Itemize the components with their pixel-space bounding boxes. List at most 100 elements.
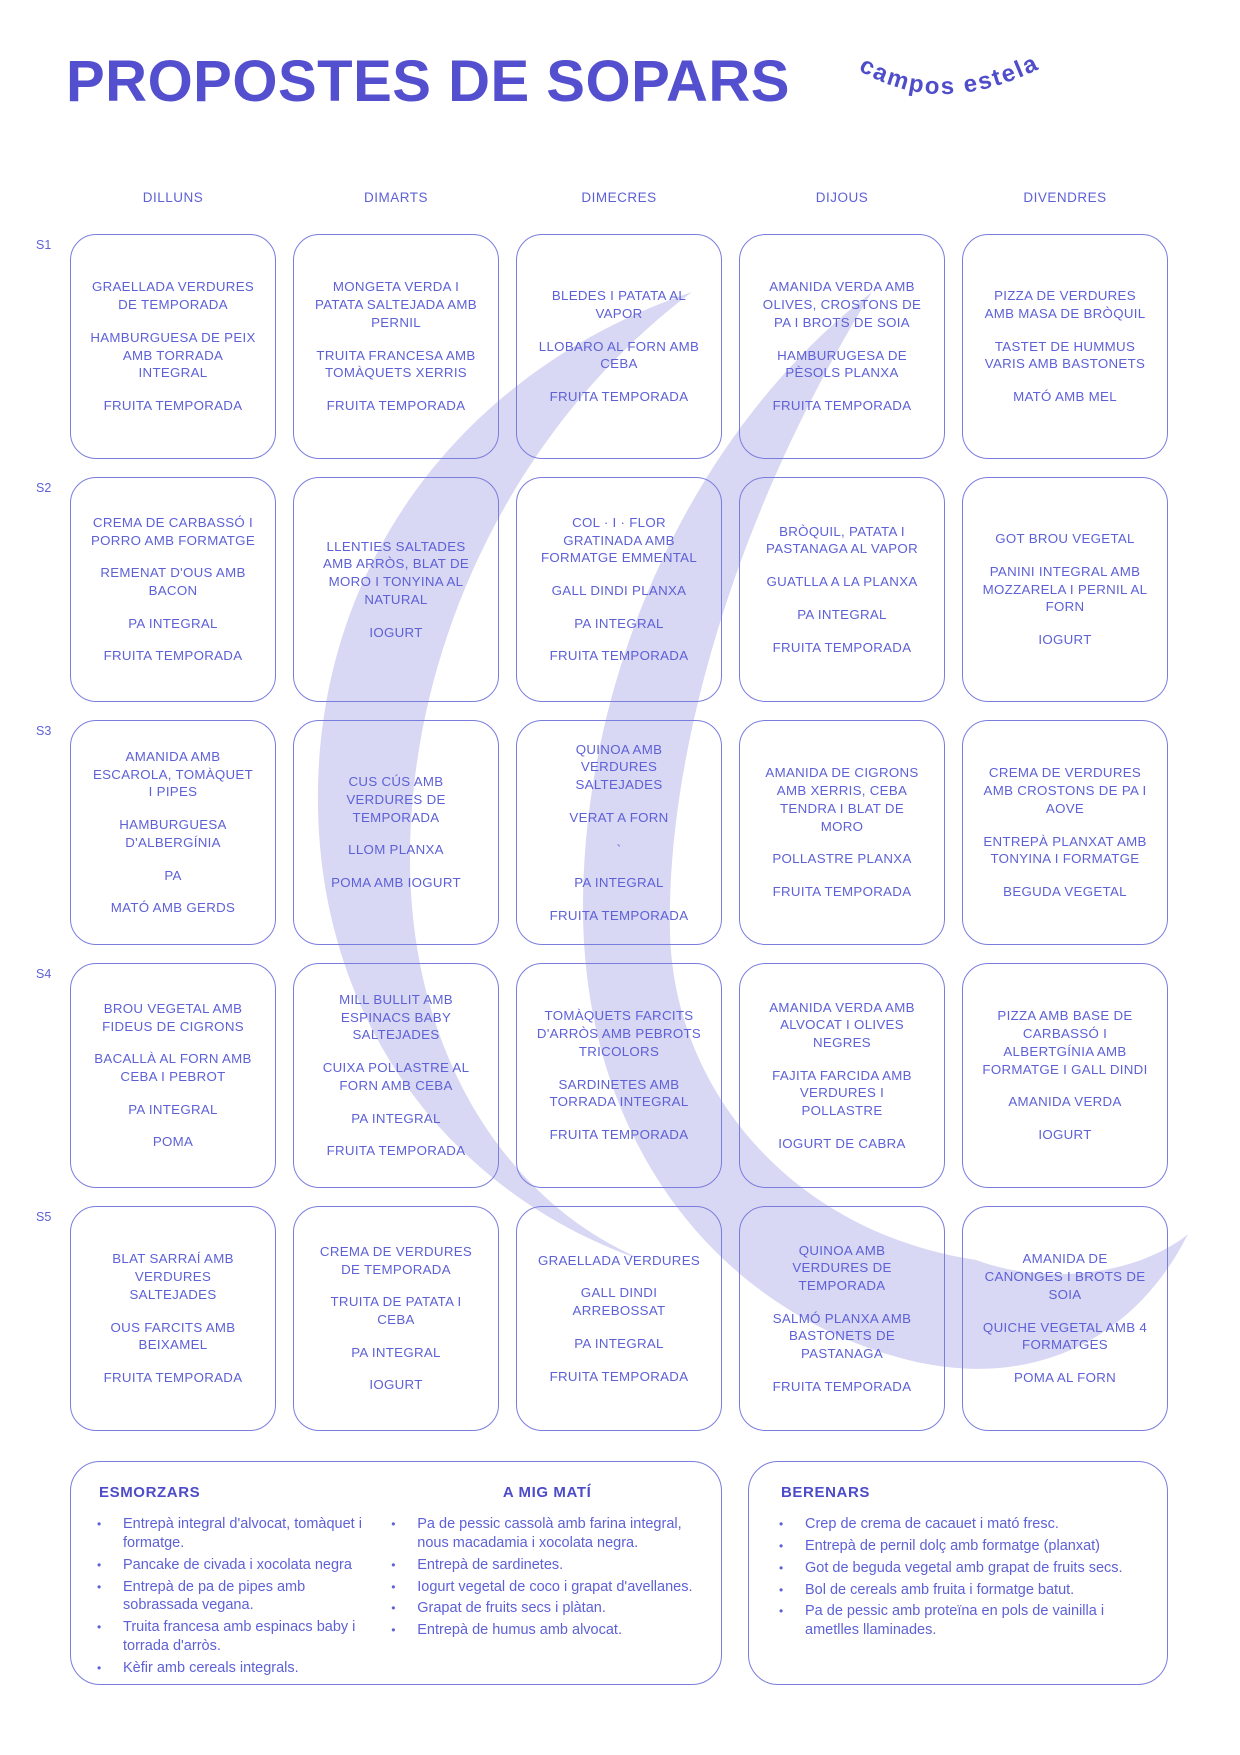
bullet-icon: •: [97, 1517, 102, 1531]
menu-card: LLENTIES SALTADES AMB ARRÒS, BLAT DE MOR…: [293, 477, 499, 702]
dish-text: POMA AMB IOGURT: [331, 875, 461, 890]
page-title: PROPOSTES DE SOPARS: [66, 49, 790, 114]
day-header-dijous: DIJOUS: [815, 190, 869, 205]
dish-text: FRUITA TEMPORADA: [103, 1369, 243, 1385]
dish-text: IOGURT: [369, 624, 423, 640]
dish-text: TRUITA FRANCESA AMB TOMÀQUETS XERRIS: [316, 347, 476, 381]
day-header-dilluns: DILLUNS: [142, 190, 204, 205]
week-label: S5: [36, 1210, 52, 1224]
dish-text: PA INTEGRAL: [128, 1101, 218, 1117]
menu-card: CUS CÚS AMB VERDURES DE TEMPORADA LLOM PL…: [293, 720, 499, 945]
bullet-icon: •: [779, 1560, 784, 1575]
dish-text: POMA AL FORN: [1013, 1369, 1117, 1385]
bullet-icon: •: [391, 1623, 396, 1638]
dish-text: IOGURT: [1038, 1126, 1092, 1142]
dish-text: BACALLÀ AL FORN AMB CEBA I PEBROT: [94, 1051, 252, 1084]
bullet-icon: •: [779, 1604, 784, 1619]
bottom-sections: ESMORZARS • Entrepà integral d'alvocat, t…: [70, 1461, 1168, 1685]
list-item-text: Entrepà integral d'alvocat, tomàquet i f…: [123, 1516, 362, 1551]
list-item-text: Entrepà de pernil dolç amb formatge (pla…: [805, 1537, 1100, 1554]
week-label: S4: [36, 967, 52, 981]
week-row: S3 AMANIDA AMB ESCAROLA, TOMÀQUET I PIPES…: [36, 720, 1168, 945]
list-item: • Iogurt vegetal de coco i grapat d'avell…: [385, 1578, 709, 1597]
list-item-text: Got de beguda vegetal amb grapat de frui…: [805, 1559, 1123, 1576]
list-item: • Kèfir amb cereals integrals.: [91, 1659, 375, 1678]
dish-text: AMANIDA DE CANONGES I BROTS DE SOIA: [984, 1251, 1146, 1302]
dish-text: MATÓ AMB GERDS: [110, 900, 236, 916]
dish-text: PA INTEGRAL: [797, 606, 887, 622]
dish-text: PA INTEGRAL: [351, 1344, 441, 1360]
menu-card: AMANIDA DE CANONGES I BROTS DE SOIA QUICH…: [962, 1206, 1168, 1431]
menu-card: QUINOA AMB VERDURES DE TEMPORADA SALMÓ PL…: [739, 1206, 945, 1431]
dish-text: FRUITA TEMPORADA: [772, 639, 912, 655]
section-title-esmorzars: ESMORZARS: [99, 1484, 201, 1501]
dish-text: LLOM PLANXA: [348, 842, 444, 858]
list-item-text: Grapat de fruits secs i plàtan.: [417, 1600, 606, 1617]
bullet-icon: •: [97, 1660, 102, 1675]
menu-card: MONGETA VERDA I PATATA SALTEJADA AMB PER…: [293, 234, 499, 459]
menu-card: BLAT SARRAÍ AMB VERDURES SALTEJADES OUS F…: [70, 1206, 276, 1431]
dish-text: MILL BULLIT AMB ESPINACS BABY SALTEJADES: [339, 992, 453, 1043]
menu-card: CREMA DE CARBASSÓ I PORRO AMB FORMATGE RE…: [70, 477, 276, 702]
list-item: • Pa de pessic amb proteïna en pols de va…: [773, 1602, 1149, 1640]
dish-text: FRUITA TEMPORADA: [772, 1378, 912, 1394]
dish-text: FRUITA TEMPORADA: [549, 648, 689, 664]
section-mig-mati: A MIG MATÍ • Pa de pessic cassolà amb far…: [375, 1476, 709, 1676]
bullet-icon: •: [391, 1557, 396, 1572]
week-label: S1: [36, 238, 52, 252]
dish-text: PIZZA DE VERDURES AMB MASA DE BRÒQUIL: [984, 288, 1146, 321]
dish-text: LLOBARO AL FORN AMB CEBA: [538, 338, 700, 372]
menu-card: PIZZA DE VERDURES AMB MASA DE BRÒQUIL TAS…: [962, 234, 1168, 459]
list-item: • Entrepà integral d'alvocat, tomàquet i …: [91, 1515, 375, 1553]
bullet-icon: •: [779, 1582, 784, 1597]
dish-text: ENTREPÀ PLANXAT AMB TONYINA I FORMATGE: [983, 833, 1147, 867]
menu-card: AMANIDA VERDA AMB ALVOCAT I OLIVES NEGRE…: [739, 963, 945, 1188]
esmorzars-list: • Entrepà integral d'alvocat, tomàquet i …: [91, 1515, 375, 1678]
dish-text: GALL DINDI ARREBOSSAT: [572, 1285, 666, 1319]
dish-text: QUINOA AMB VERDURES DE TEMPORADA: [792, 1242, 892, 1293]
dish-text: FRUITA TEMPORADA: [549, 1368, 689, 1384]
day-header-dimarts: DIMARTS: [363, 190, 428, 205]
menu-card: CREMA DE VERDURES AMB CROSTONS DE PA I A…: [962, 720, 1168, 945]
dish-text: CUIXA POLLASTRE AL FORN AMB CEBA: [322, 1060, 470, 1093]
dish-text: AMANIDA DE CIGRONS AMB XERRIS, CEBA TEND…: [765, 765, 919, 834]
bullet-icon: •: [779, 1517, 784, 1531]
bullet-icon: •: [97, 1557, 102, 1572]
week-row: S5 BLAT SARRAÍ AMB VERDURES SALTEJADES OUS…: [36, 1206, 1168, 1431]
bullet-icon: •: [391, 1579, 396, 1594]
dish-text: FRUITA TEMPORADA: [549, 1126, 689, 1142]
menu-card: GRAELLADA VERDURES GALL DINDI ARREBOSSAT P…: [516, 1206, 722, 1431]
day-header-dimecres: DIMECRES: [581, 190, 657, 205]
section-title-berenars: BERENARS: [781, 1484, 870, 1501]
dish-text: AMANIDA AMB ESCAROLA, TOMÀQUET I PIPES: [92, 749, 254, 800]
dish-text: FRUITA TEMPORADA: [772, 883, 912, 899]
menu-card: BROU VEGETAL AMB FIDEUS DE CIGRONS BACALL…: [70, 963, 276, 1188]
dish-text: CREMA DE CARBASSÓ I PORRO AMB FORMATGE: [91, 514, 255, 548]
dish-text: FRUITA TEMPORADA: [103, 648, 243, 664]
section-esmorzars: ESMORZARS • Entrepà integral d'alvocat, t…: [91, 1476, 375, 1676]
dish-text: POMA: [152, 1134, 194, 1150]
list-item-text: Entrepà de humus amb alvocat.: [417, 1622, 622, 1639]
dish-text: SALMÓ PLANXA AMB BASTONETS DE PASTANAGA: [772, 1310, 912, 1361]
list-item: • Entrepà de pa de pipes amb sobrassada v…: [91, 1578, 375, 1616]
list-item: • Entrepà de humus amb alvocat.: [385, 1621, 709, 1640]
mig_mati-list: • Pa de pessic cassolà amb farina integra…: [385, 1515, 709, 1640]
dish-text: AMANIDA VERDA: [1008, 1094, 1122, 1110]
dish-text: GALL DINDI PLANXA: [551, 583, 687, 598]
week-row: S1 GRAELLADA VERDURES DE TEMPORADA HAMBURG…: [36, 234, 1168, 459]
dish-text: QUINOA AMB VERDURES SALTEJADES: [575, 741, 663, 792]
dish-text: QUICHE VEGETAL AMB 4 FORMATGES: [982, 1319, 1148, 1353]
list-item: • Entrepà de pernil dolç amb formatge (pl…: [773, 1537, 1149, 1556]
dish-text: PA INTEGRAL: [574, 1335, 664, 1351]
week-label: S3: [36, 724, 52, 738]
dish-text: FRUITA TEMPORADA: [326, 1143, 466, 1159]
menu-card: AMANIDA DE CIGRONS AMB XERRIS, CEBA TEND…: [739, 720, 945, 945]
dish-text: BROU VEGETAL AMB FIDEUS DE CIGRONS: [102, 1000, 244, 1034]
dish-text: GRAELLADA VERDURES: [537, 1252, 701, 1268]
menu-card: BLEDES I PATATA AL VAPOR LLOBARO AL FORN …: [516, 234, 722, 459]
list-item: • Pancake de civada i xocolata negra: [91, 1556, 375, 1575]
bullet-icon: •: [97, 1579, 102, 1594]
bullet-icon: •: [97, 1620, 102, 1635]
